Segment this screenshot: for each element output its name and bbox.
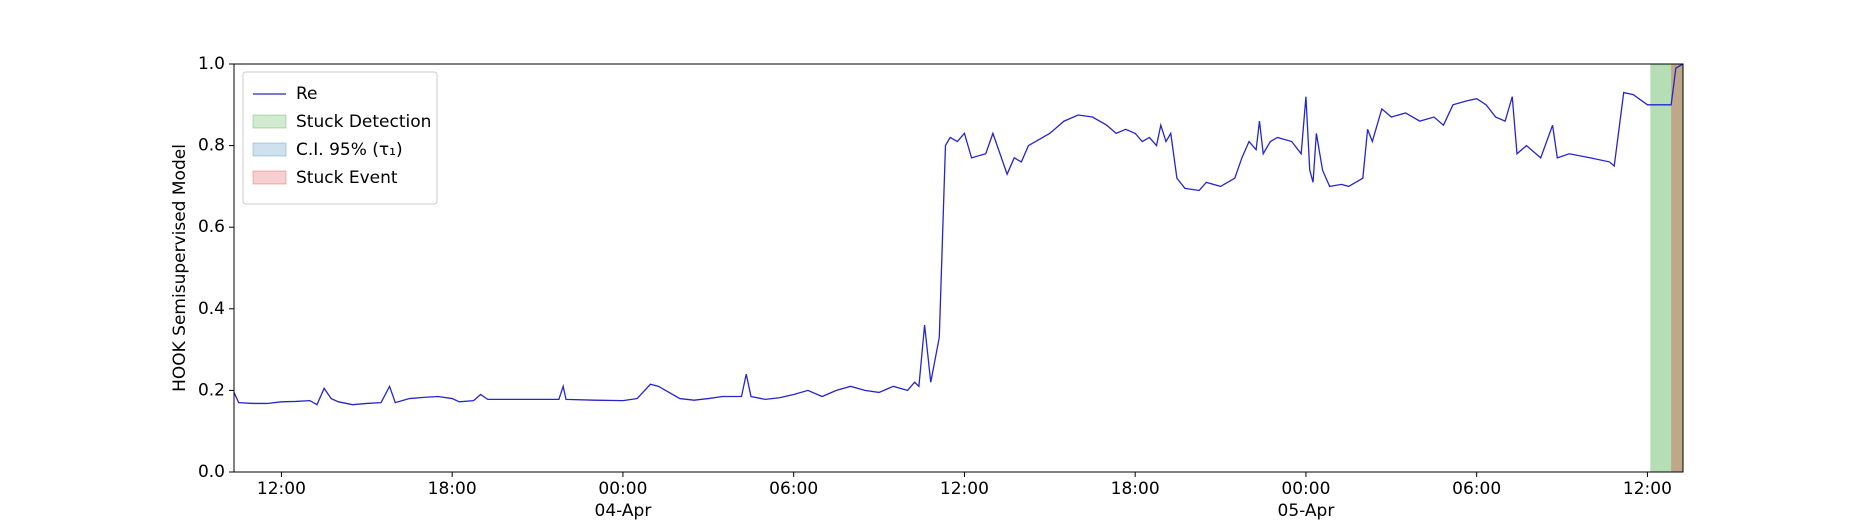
x-tick-label: 12:00 bbox=[940, 479, 989, 499]
y-axis-label: HOOK Semisupervised Model bbox=[170, 144, 190, 392]
x-tick-label: 00:00 05-Apr bbox=[1278, 479, 1335, 521]
axes-frame bbox=[233, 63, 1684, 473]
y-tick-label: 0.8 bbox=[198, 136, 225, 156]
y-tick-label: 1.0 bbox=[198, 54, 225, 74]
x-tick-label: 06:00 bbox=[769, 479, 818, 499]
line bbox=[233, 63, 1684, 406]
x-tick-label: 18:00 bbox=[1111, 479, 1160, 499]
x-tick-label: 12:00 bbox=[1623, 479, 1672, 499]
span bbox=[1650, 64, 1683, 472]
y-tick-label: 0.0 bbox=[198, 462, 225, 482]
x-tick-label: 06:00 bbox=[1452, 479, 1501, 499]
legend-label: Stuck Event bbox=[296, 168, 398, 188]
x-tick-label: 18:00 bbox=[428, 479, 477, 499]
legend-label: C.I. 95% (τ₁) bbox=[296, 140, 403, 160]
x-tick-label: 12:00 bbox=[257, 479, 306, 499]
legend-label: Stuck Detection bbox=[296, 112, 431, 132]
y-tick-label: 0.2 bbox=[198, 380, 225, 400]
legend-patch bbox=[252, 170, 287, 185]
legend-box bbox=[242, 71, 438, 205]
y-tick-label: 0.4 bbox=[198, 299, 225, 319]
y-tick-label: 0.6 bbox=[198, 217, 225, 237]
legend-patch bbox=[252, 142, 287, 157]
legend-label: Re bbox=[296, 84, 318, 104]
legend-patch bbox=[252, 114, 287, 129]
span bbox=[1671, 64, 1683, 472]
